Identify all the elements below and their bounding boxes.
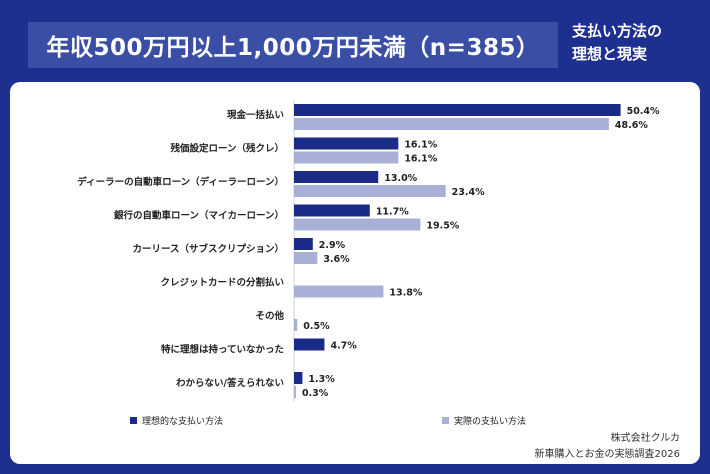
legend-label-actual: 実際の支払い方法 — [454, 417, 527, 427]
bar-actual — [294, 285, 384, 298]
bar-actual — [294, 319, 298, 331]
bar-actual — [294, 386, 296, 398]
category-label: その他 — [255, 310, 284, 322]
legend-label-ideal: 理想的な支払い方法 — [142, 417, 224, 427]
data-label: 1.3% — [308, 374, 335, 385]
data-label: 3.6% — [323, 254, 350, 265]
category-label: 銀行の自動車ローン（マイカーローン） — [114, 210, 284, 222]
subtitle-line-1: 支払い方法の — [572, 22, 663, 40]
category-label: カーリース（サブスクリプション） — [132, 243, 284, 255]
category-label: クレジットカードの分割払い — [160, 277, 284, 289]
bar-actual — [294, 151, 399, 164]
legend-actual: 実際の支払い方法 — [442, 414, 526, 427]
data-label: 13.8% — [389, 288, 422, 299]
bar-ideal — [294, 204, 370, 217]
bar-actual — [294, 218, 421, 231]
bar-actual — [294, 185, 446, 197]
bar-actual — [294, 252, 318, 264]
bar-ideal — [294, 372, 303, 384]
data-label: 11.7% — [376, 207, 409, 218]
category-label: 特に理想は持っていなかった — [161, 344, 284, 356]
data-label: 50.4% — [627, 106, 660, 117]
bar-ideal — [294, 238, 313, 250]
data-label: 4.7% — [330, 341, 357, 352]
category-label: 現金一括払い — [227, 109, 284, 121]
subtitle-line-2: 理想と現実 — [572, 45, 648, 63]
data-label: 23.4% — [452, 187, 485, 198]
data-label: 19.5% — [426, 221, 459, 232]
category-label: ディーラーの自動車ローン（ディーラーローン） — [77, 176, 284, 188]
chart-subtitle: 支払い方法の 理想と現実 — [572, 20, 702, 66]
data-label: 16.1% — [404, 154, 437, 165]
credit-survey: 新車購入とお金の実態調査2026 — [534, 449, 680, 460]
legend-ideal: 理想的な支払い方法 — [130, 414, 223, 427]
data-label: 13.0% — [384, 173, 417, 184]
bar-ideal — [294, 104, 621, 116]
title-box: 年収500万円以上1,000万円未満（n=385） — [28, 22, 558, 68]
legend-swatch-ideal — [130, 417, 137, 424]
chart-title: 年収500万円以上1,000万円未満（n=385） — [46, 35, 540, 61]
credit-company: 株式会社クルカ — [610, 433, 680, 444]
data-label: 2.9% — [319, 240, 346, 251]
category-label: 残価設定ローン（残クレ） — [170, 143, 284, 155]
bar-ideal — [294, 171, 379, 183]
data-label: 16.1% — [404, 140, 437, 151]
data-label: 0.5% — [303, 321, 330, 332]
bar-actual — [294, 118, 609, 130]
category-label: わからない/答えられない — [176, 377, 284, 389]
legend-swatch-actual — [442, 417, 449, 424]
credit: 株式会社クルカ 新車購入とお金の実態調査2026 — [535, 431, 680, 463]
data-label: 48.6% — [615, 120, 648, 131]
bar-ideal — [294, 338, 325, 351]
bar-ideal — [294, 137, 399, 150]
data-label: 0.3% — [302, 388, 329, 399]
